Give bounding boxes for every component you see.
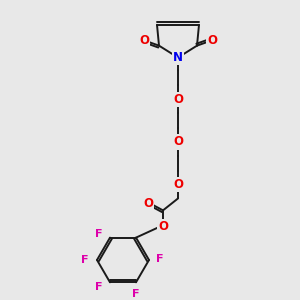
Text: F: F (132, 289, 140, 299)
Text: O: O (173, 93, 183, 106)
Text: F: F (95, 282, 103, 292)
Text: O: O (139, 34, 149, 47)
Text: F: F (95, 229, 103, 239)
Text: O: O (207, 34, 217, 47)
Text: O: O (143, 197, 153, 210)
Text: F: F (81, 255, 89, 265)
Text: N: N (173, 51, 183, 64)
Text: O: O (173, 178, 183, 191)
Text: F: F (156, 254, 164, 264)
Text: O: O (173, 135, 183, 148)
Text: O: O (158, 220, 168, 233)
